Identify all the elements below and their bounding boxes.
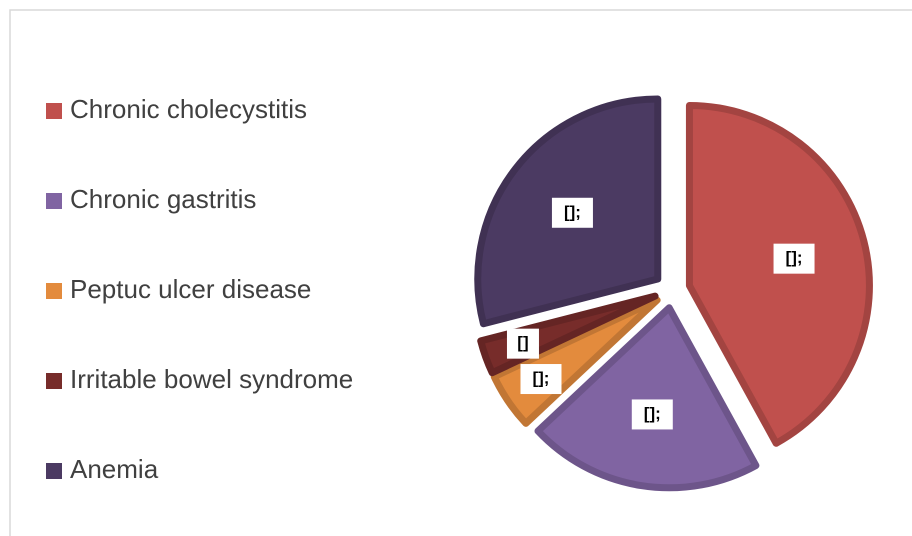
legend-label: Peptuc ulcer disease — [70, 274, 311, 304]
data-label: []; — [532, 369, 549, 388]
data-label-box — [631, 399, 673, 430]
legend-label: Chronic gastritis — [70, 184, 256, 214]
legend-swatch — [46, 463, 62, 479]
data-label-box — [551, 197, 593, 228]
legend-swatch — [46, 373, 62, 389]
data-label: []; — [564, 202, 581, 221]
legend-swatch — [46, 283, 62, 299]
pie-slice — [534, 304, 760, 492]
data-label-box — [520, 364, 562, 395]
legend-label: Chronic cholecystitis — [70, 94, 307, 124]
legend-swatch — [46, 193, 62, 209]
legend-label: Anemia — [70, 454, 159, 484]
data-label: [] — [517, 333, 528, 352]
data-label-box — [773, 243, 815, 274]
data-label: []; — [644, 404, 661, 423]
data-label-box — [506, 328, 539, 359]
pie-slice — [685, 102, 873, 447]
legend-label: Irritable bowel syndrome — [70, 364, 353, 394]
legend-swatch — [46, 103, 62, 119]
data-label: []; — [786, 248, 803, 267]
